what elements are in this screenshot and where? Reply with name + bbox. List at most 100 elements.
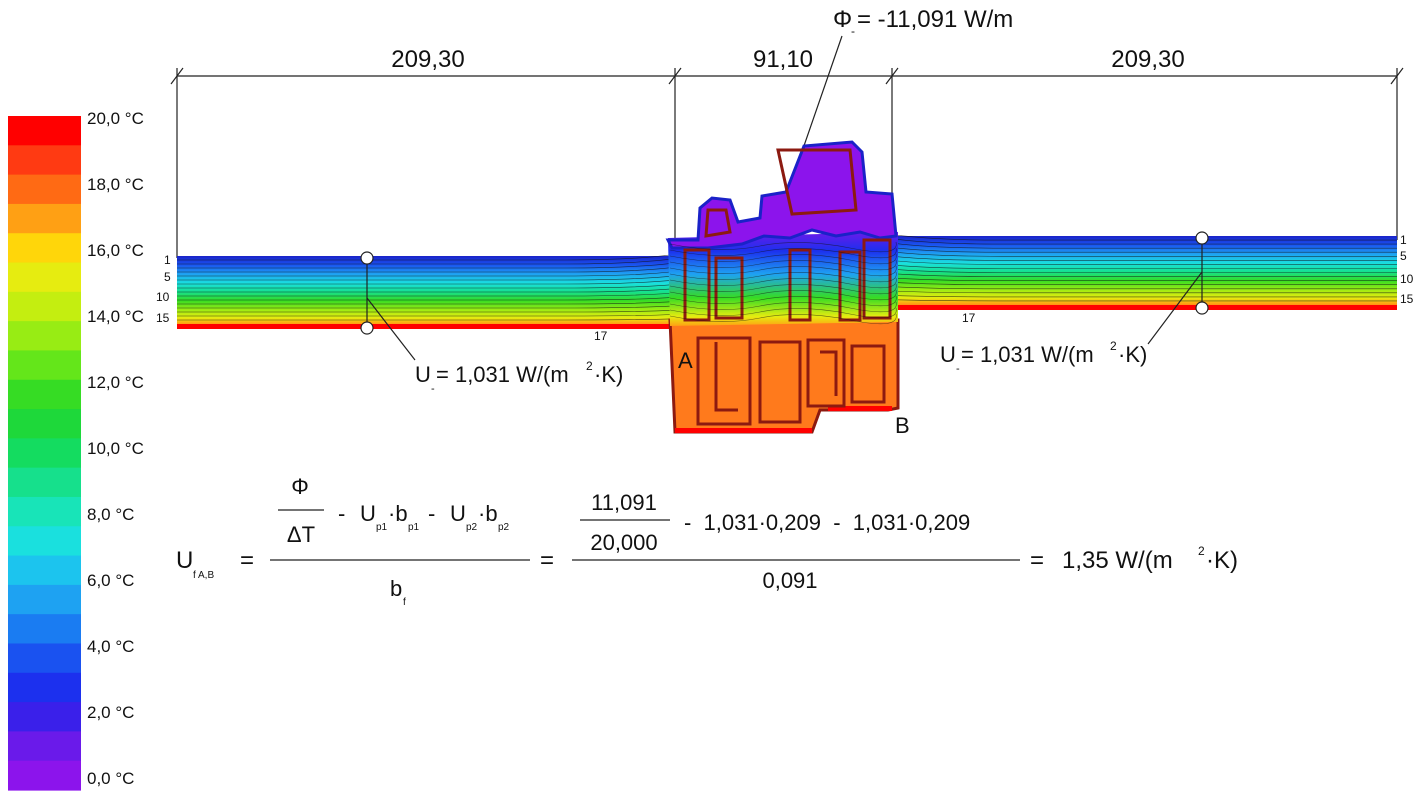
dimension-right: 209,30 xyxy=(1111,46,1184,73)
formula-u2: U xyxy=(450,501,466,526)
formula-n-rest: - 1,031·0,209 - 1,031·0,209 xyxy=(684,510,970,535)
formula-b2: ·b xyxy=(478,501,498,526)
isotherm-line xyxy=(177,292,676,297)
legend-swatch xyxy=(8,438,81,469)
formula-result-suffix: ·K) xyxy=(1206,547,1238,574)
u-left-sub: - xyxy=(431,383,435,395)
isotherm-line xyxy=(177,254,676,261)
formula-b1: ·b xyxy=(388,501,408,526)
formula-lhs-sub: f A,B xyxy=(193,570,214,581)
isotherm-line xyxy=(177,271,676,277)
legend-swatch xyxy=(8,731,81,762)
isotherm-line xyxy=(177,266,676,273)
heat-flow-value: = -11,091 W/m xyxy=(857,6,1013,33)
isotherm-line xyxy=(177,297,676,301)
formula-u2-sub: p2 xyxy=(466,522,478,533)
formula-n-total-den: 0,091 xyxy=(762,568,817,593)
isotherm-line xyxy=(669,289,897,301)
legend-swatch xyxy=(8,467,81,498)
legend-swatch xyxy=(8,145,81,176)
isotherm-line xyxy=(891,247,1397,253)
legend-label: 2,0 °C xyxy=(87,703,134,722)
isotherm-line xyxy=(891,290,1397,294)
isotherm-line xyxy=(177,309,676,313)
legend-swatch xyxy=(8,555,81,586)
formula-result-sup: 2 xyxy=(1198,544,1205,558)
formula-den: b xyxy=(390,576,402,601)
isotherm-line xyxy=(669,301,897,313)
u-right-value: = 1,031 W/(m xyxy=(961,342,1094,367)
temperature-legend-bar xyxy=(8,116,81,791)
isotherm-line xyxy=(177,314,676,317)
formula-minus1: - xyxy=(338,501,345,526)
formula-b2-sub: p2 xyxy=(498,522,510,533)
isotherm-line xyxy=(669,271,897,283)
u-marker-left xyxy=(360,251,416,361)
isotherm-line xyxy=(177,275,676,281)
isotherm-line xyxy=(669,283,897,295)
legend-swatch xyxy=(8,262,81,293)
isotherm-line xyxy=(177,279,676,285)
legend-label: 10,0 °C xyxy=(87,439,144,458)
isotherm-line xyxy=(669,313,897,325)
isotherm-line xyxy=(891,273,1397,277)
isotherm-line xyxy=(669,247,897,259)
isotherm-line xyxy=(891,234,1397,241)
formula-eq2: = xyxy=(540,547,554,574)
legend-swatch xyxy=(8,409,81,439)
isotherm-line xyxy=(177,284,676,289)
legend-swatch xyxy=(8,379,81,410)
iso-left-15: 15 xyxy=(156,311,170,325)
legend-label: 6,0 °C xyxy=(87,571,134,590)
legend-label: 14,0 °C xyxy=(87,307,144,326)
legend-swatch xyxy=(8,233,81,264)
dimension-lines xyxy=(170,67,1404,258)
heat-flow-subscript: - xyxy=(851,24,855,38)
isotherm-line xyxy=(891,295,1397,298)
legend-swatch xyxy=(8,496,81,527)
isotherm-line xyxy=(891,277,1397,281)
isotherm-line xyxy=(177,262,676,269)
isotherm-line xyxy=(669,259,897,271)
legend-swatch xyxy=(8,174,81,205)
legend-label: 20,0 °C xyxy=(87,109,144,128)
isotherm-line xyxy=(669,241,897,253)
isotherm-line xyxy=(891,268,1397,273)
isotherm-line xyxy=(891,238,1397,245)
formula-phi: Φ xyxy=(291,474,309,499)
iso-right-1: 1 xyxy=(1400,233,1407,247)
isotherm-line xyxy=(891,260,1397,265)
isotherm-line xyxy=(669,295,897,307)
isoline-numbers-right: 1 5 10 15 17 xyxy=(962,233,1414,325)
point-a-label: A xyxy=(678,348,693,373)
isotherm-line xyxy=(891,242,1397,249)
iso-left-10: 10 xyxy=(156,290,170,304)
u-left-value: = 1,031 W/(m xyxy=(436,362,569,387)
formula-result: 1,35 W/(m xyxy=(1062,547,1173,574)
u-right-suffix: ·K) xyxy=(1118,342,1147,367)
legend-swatch xyxy=(8,350,81,381)
legend-swatch xyxy=(8,702,81,732)
left-wall-section xyxy=(177,254,677,329)
legend-swatch xyxy=(8,672,81,703)
u-right-sup: 2 xyxy=(1110,339,1117,353)
formula-u1-sub: p1 xyxy=(376,522,388,533)
legend-label: 12,0 °C xyxy=(87,373,144,392)
legend-swatch xyxy=(8,760,81,791)
point-b-label: B xyxy=(895,413,910,438)
isotherm-line xyxy=(669,277,897,289)
u-right-prefix: U xyxy=(940,342,956,367)
temperature-legend-labels: 20,0 °C 18,0 °C 16,0 °C 14,0 °C 12,0 °C 10,0 … xyxy=(87,109,144,788)
legend-label: 16,0 °C xyxy=(87,241,144,260)
isotherm-line xyxy=(891,264,1397,269)
isotherm-line xyxy=(891,282,1397,285)
u-label-right: U - = 1,031 W/(m 2 ·K) xyxy=(940,339,1147,375)
isotherm-line xyxy=(891,299,1397,302)
formula-delta-t: ΔT xyxy=(287,522,315,547)
isotherm-line xyxy=(177,258,676,265)
legend-label: 8,0 °C xyxy=(87,505,134,524)
isotherm-line xyxy=(891,286,1397,290)
u-label-left: U - = 1,031 W/(m 2 ·K) xyxy=(415,359,623,395)
u-right-sub: - xyxy=(956,363,960,375)
